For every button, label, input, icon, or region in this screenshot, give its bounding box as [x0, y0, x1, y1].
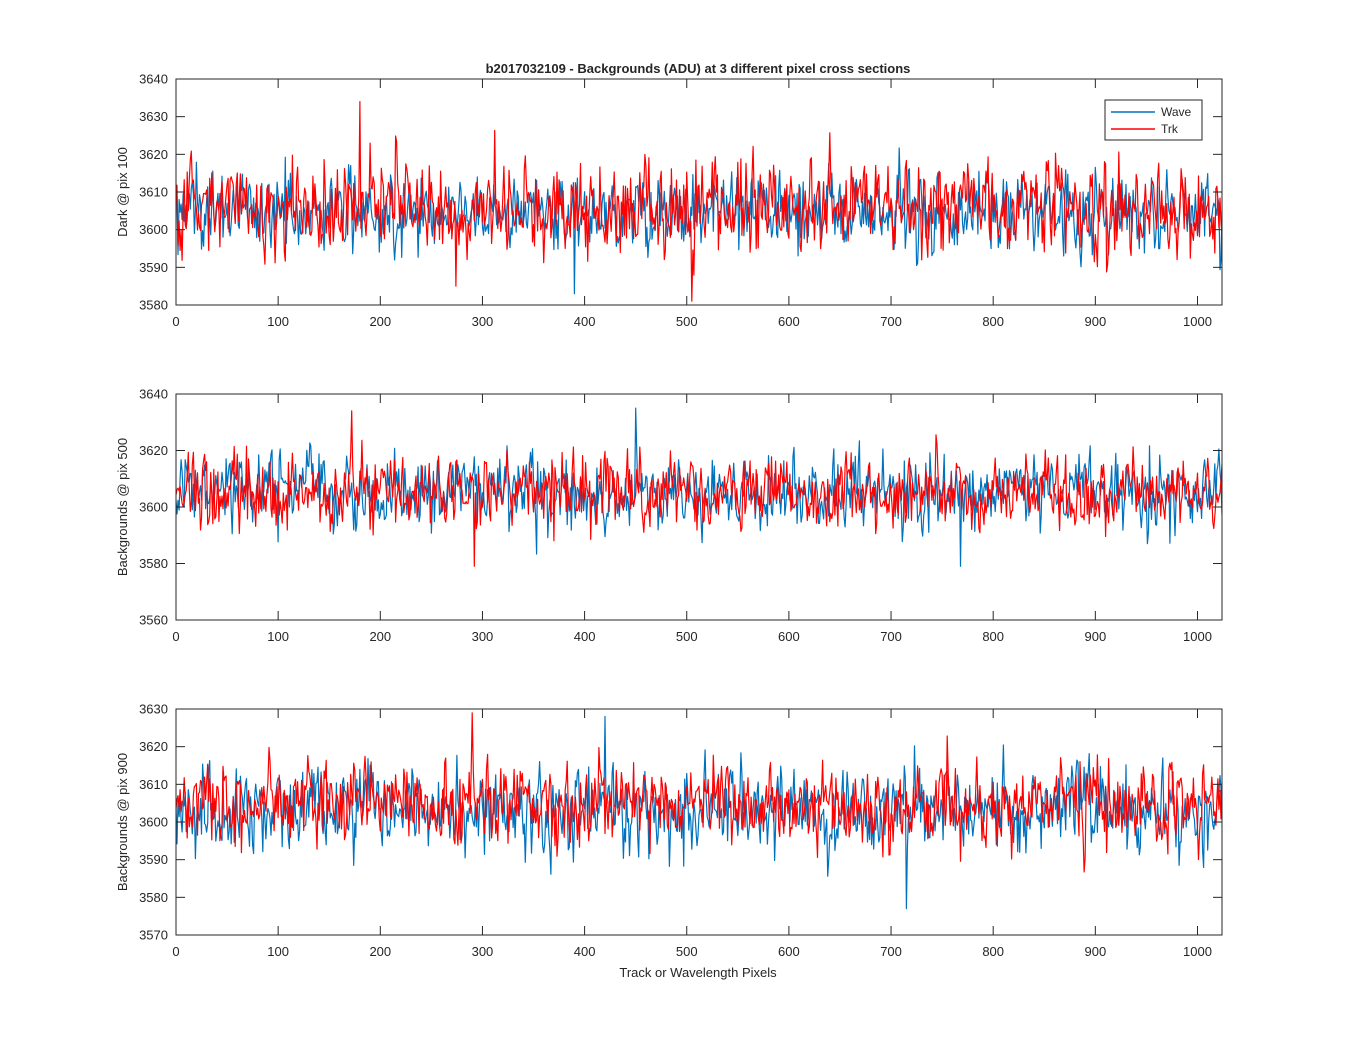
x-tick-label: 1000 [1183, 629, 1212, 644]
figure-title: b2017032109 - Backgrounds (ADU) at 3 dif… [486, 61, 911, 76]
x-tick-label: 900 [1084, 629, 1106, 644]
y-tick-label: 3630 [139, 109, 168, 124]
x-tick-label: 500 [676, 944, 698, 959]
x-tick-label: 900 [1084, 314, 1106, 329]
x-tick-label: 1000 [1183, 314, 1212, 329]
x-tick-label: 600 [778, 629, 800, 644]
x-tick-label: 100 [267, 314, 289, 329]
x-tick-label: 800 [982, 314, 1004, 329]
x-tick-label: 200 [369, 629, 391, 644]
x-tick-label: 300 [472, 944, 494, 959]
x-tick-label: 300 [472, 314, 494, 329]
traces [176, 712, 1222, 910]
y-tick-label: 3590 [139, 260, 168, 275]
x-tick-label: 200 [369, 314, 391, 329]
series-line-wave [176, 407, 1222, 567]
x-tick-label: 700 [880, 629, 902, 644]
y-tick-label: 3600 [139, 222, 168, 237]
subplot-3: 0 100 200 300 400 500 600 700 800 900 1000 3570 3580… [115, 702, 1223, 959]
subplot-1: 0 100 200 300 400 500 600 700 800 900 1000 3580 3590… [115, 72, 1223, 329]
y-tick-label: 3640 [139, 72, 168, 87]
x-tick-label: 1000 [1183, 944, 1212, 959]
x-tick-label: 0 [172, 629, 179, 644]
y-tick-label: 3560 [139, 613, 168, 628]
x-tick-label: 0 [172, 314, 179, 329]
y-tick-label: 3600 [139, 815, 168, 830]
legend-label-trk: Trk [1161, 122, 1179, 136]
y-tick-label: 3620 [139, 739, 168, 754]
x-tick-label: 0 [172, 944, 179, 959]
series-line-trk [176, 410, 1222, 567]
legend: Wave Trk [1104, 99, 1203, 141]
subplots: 0 100 200 300 400 500 600 700 800 900 100035803590… [115, 72, 1223, 959]
y-tick-label: 3610 [139, 185, 168, 200]
y-axis-label: Backgrounds @ pix 500 [115, 438, 130, 576]
y-tick-label: 3570 [139, 928, 168, 943]
y-tick-label: 3640 [139, 387, 168, 402]
y-tick-label: 3630 [139, 702, 168, 717]
y-tick-label: 3620 [139, 443, 168, 458]
legend-label-wave: Wave [1161, 105, 1192, 119]
x-tick-label: 100 [267, 944, 289, 959]
x-tick-label: 800 [982, 944, 1004, 959]
y-axis-label: Backgrounds @ pix 900 [115, 753, 130, 891]
legend-box [1104, 99, 1203, 141]
x-tick-label: 600 [778, 314, 800, 329]
y-tick-label: 3580 [139, 556, 168, 571]
series-line-trk [176, 712, 1222, 873]
y-tick-label: 3580 [139, 890, 168, 905]
y-tick-label: 3610 [139, 777, 168, 792]
x-tick-label: 300 [472, 629, 494, 644]
series-line-trk [176, 100, 1222, 302]
x-tick-label: 700 [880, 944, 902, 959]
y-tick-label: 3590 [139, 852, 168, 867]
y-axis-label: Dark @ pix 100 [115, 147, 130, 237]
series-line-wave [176, 147, 1222, 295]
x-tick-label: 700 [880, 314, 902, 329]
x-tick-label: 100 [267, 629, 289, 644]
x-tick-label: 500 [676, 629, 698, 644]
x-tick-label: 900 [1084, 944, 1106, 959]
x-tick-label: 800 [982, 629, 1004, 644]
traces [176, 100, 1222, 302]
subplot-2: 0 100 200 300 400 500 600 700 800 900 1000 3560 3580… [115, 387, 1223, 644]
traces [176, 407, 1222, 567]
x-tick-label: 400 [574, 629, 596, 644]
x-tick-label: 500 [676, 314, 698, 329]
y-tick-label: 3620 [139, 147, 168, 162]
x-tick-label: 600 [778, 944, 800, 959]
x-tick-label: 200 [369, 944, 391, 959]
y-tick-label: 3600 [139, 500, 168, 515]
x-axis-label: Track or Wavelength Pixels [619, 965, 777, 980]
x-tick-label: 400 [574, 314, 596, 329]
x-tick-label: 400 [574, 944, 596, 959]
y-tick-label: 3580 [139, 298, 168, 313]
